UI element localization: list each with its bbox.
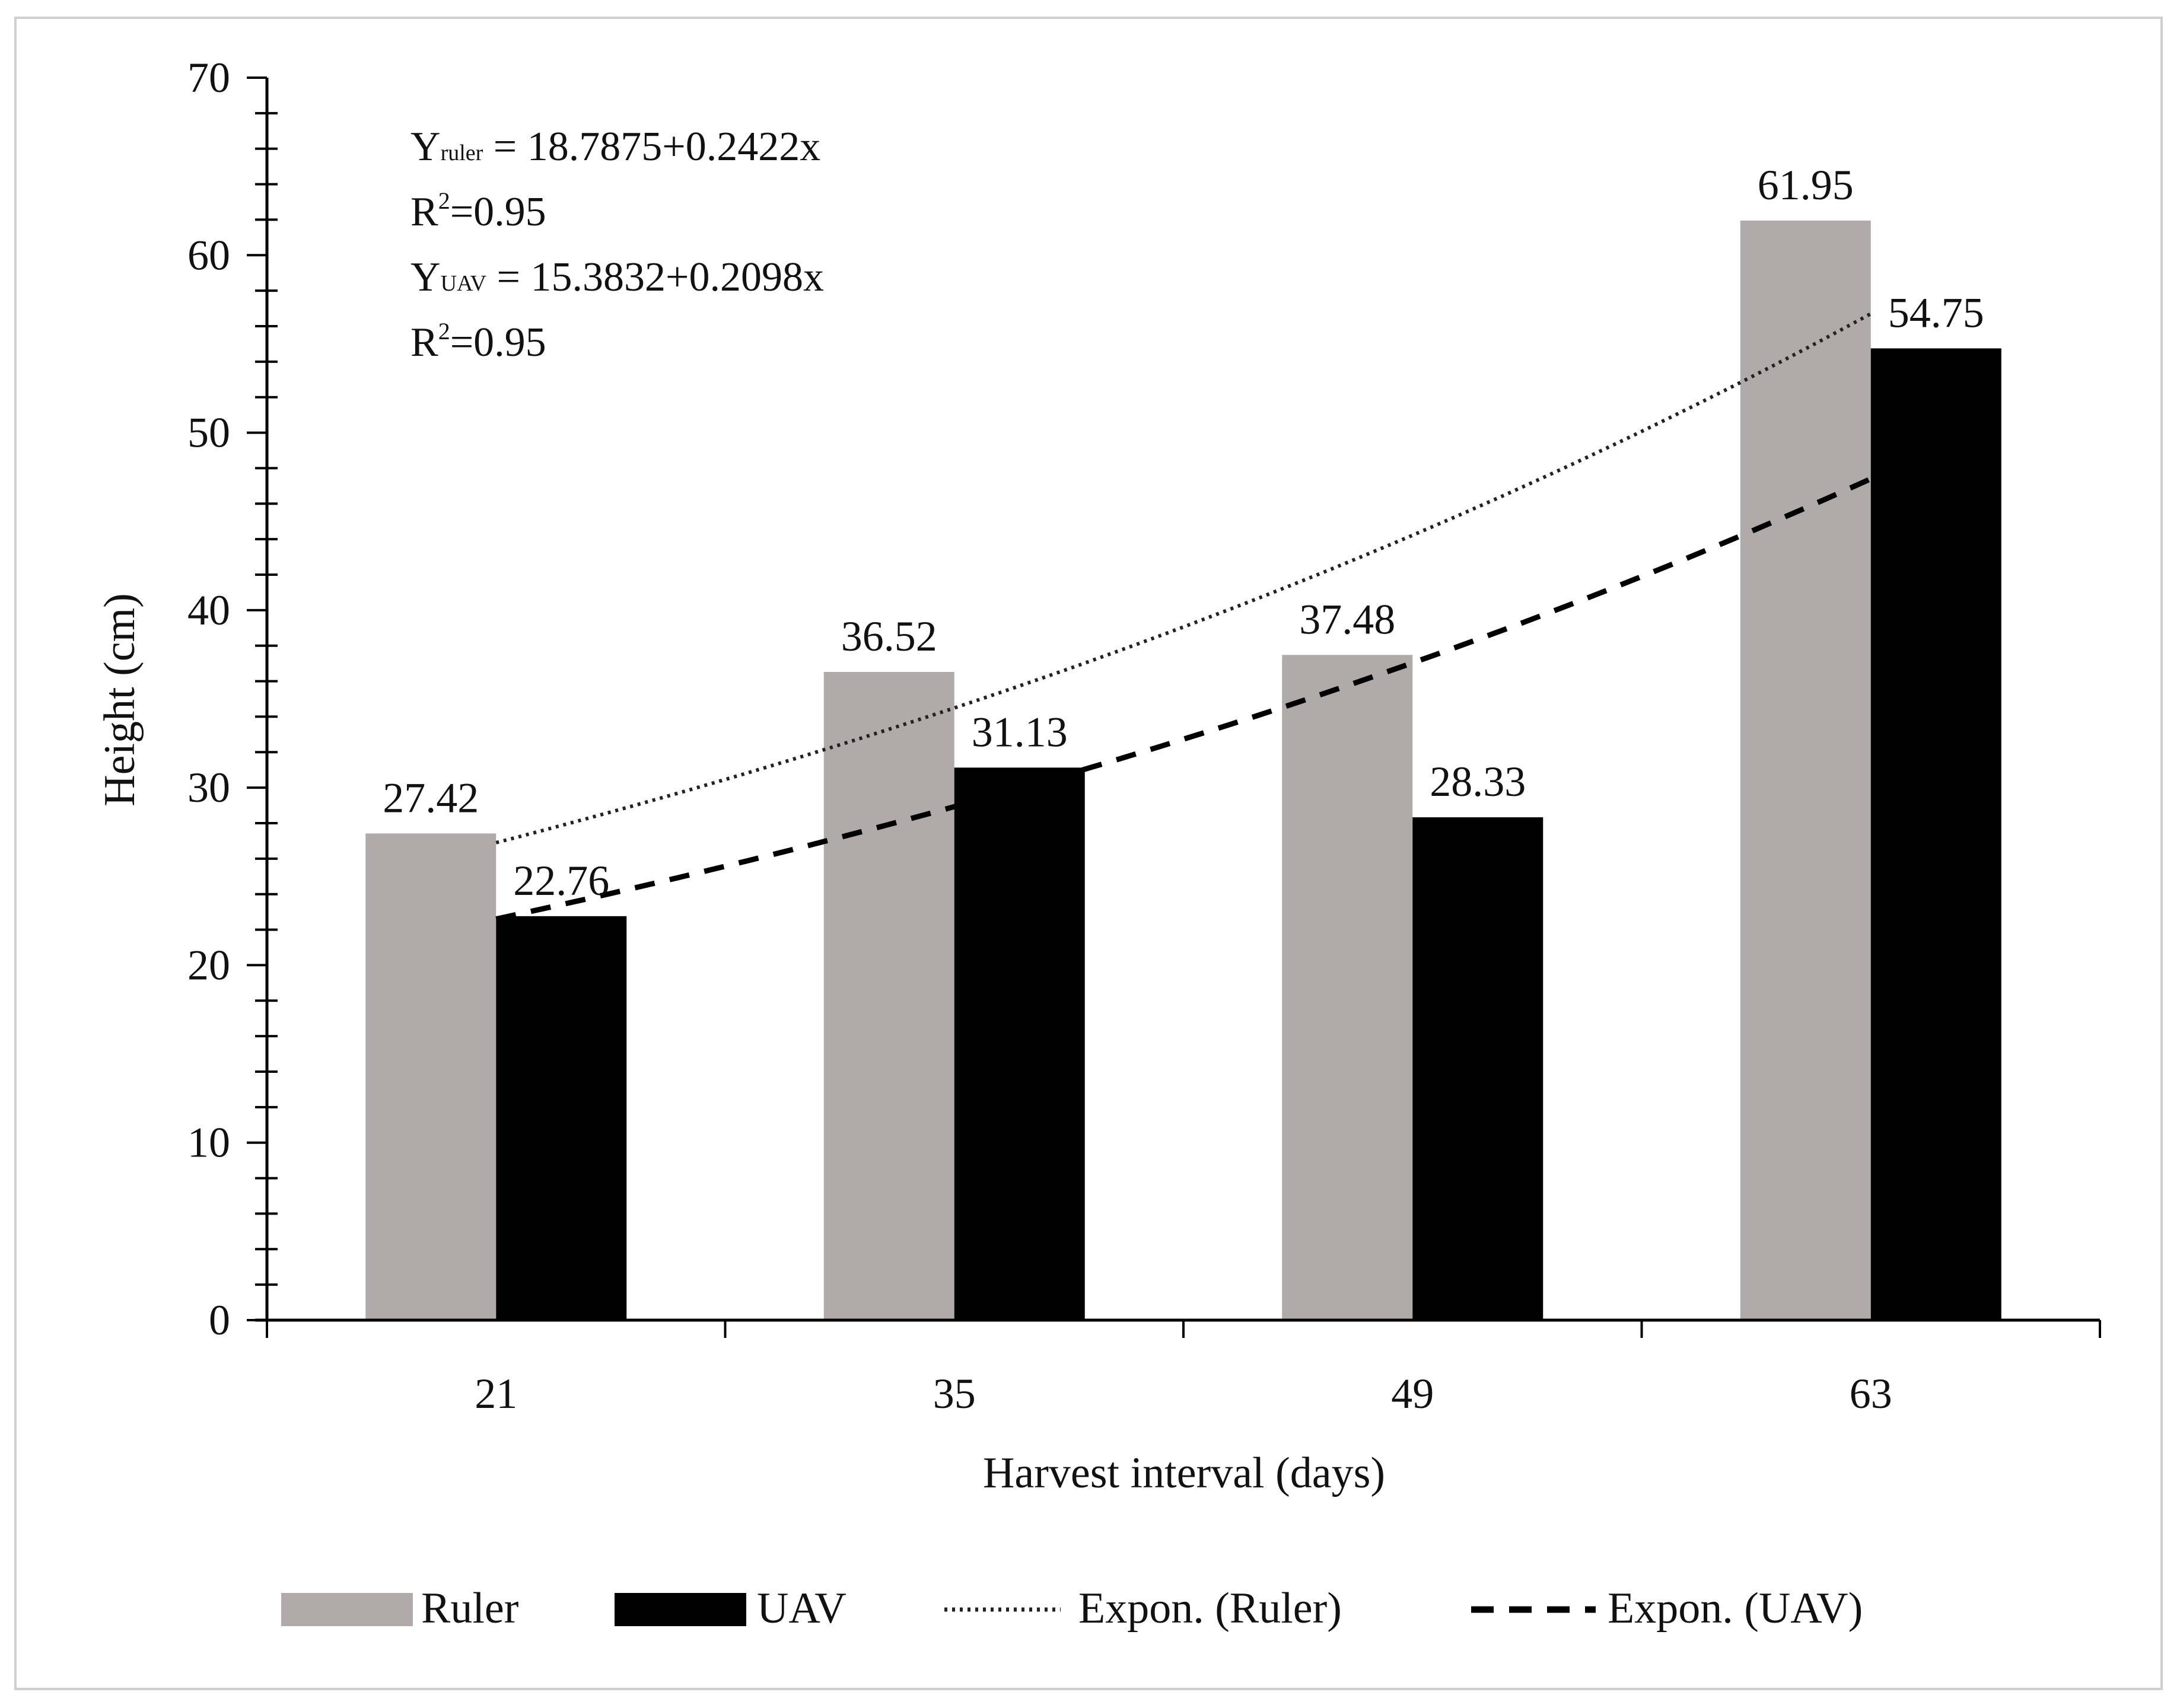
bar-ruler-63: [1740, 220, 1871, 1320]
data-label-ruler-35: 36.52: [841, 613, 937, 660]
x-tick-label: 63: [1850, 1370, 1892, 1417]
x-tick-label: 21: [475, 1370, 517, 1417]
y-tick-label: 70: [187, 54, 230, 101]
y-tick-label: 40: [187, 587, 230, 634]
y-tick-label: 0: [209, 1296, 230, 1344]
x-axis-label: Harvest interval (days): [983, 1449, 1385, 1497]
y-tick-label: 30: [187, 764, 230, 811]
bar-uav-63: [1870, 348, 2001, 1321]
legend: Ruler UAV Expon. (Ruler) Expon. (UAV): [281, 1584, 1863, 1633]
trendline-uav: [495, 476, 1872, 922]
r-squared-ruler: R2=0.95: [410, 187, 546, 235]
bar-ruler-35: [823, 672, 954, 1320]
regression-equations: Yruler = 18.7875+0.2422x R2=0.95 YUAV = …: [410, 124, 824, 365]
legend-label-expon-uav: Expon. (UAV): [1608, 1584, 1863, 1633]
bar-uav-49: [1412, 817, 1543, 1320]
x-tick-label: 35: [933, 1370, 976, 1417]
data-label-ruler-49: 37.48: [1299, 595, 1395, 643]
bar-uav-21: [496, 916, 627, 1320]
legend-label-expon-ruler: Expon. (Ruler): [1078, 1584, 1342, 1633]
equation-ruler: Yruler = 18.7875+0.2422x: [410, 124, 820, 170]
y-tick-label: 20: [187, 941, 230, 989]
bar-ruler-49: [1282, 655, 1413, 1320]
legend-label-uav: UAV: [757, 1584, 846, 1633]
trendline-ruler: [495, 312, 1872, 845]
y-tick-label: 10: [187, 1119, 230, 1167]
data-label-uav-21: 22.76: [513, 857, 609, 904]
legend-swatch-ruler: [281, 1593, 413, 1626]
legend-swatch-uav: [615, 1593, 746, 1626]
bar-ruler-21: [365, 833, 497, 1320]
x-tick-label: 49: [1391, 1370, 1434, 1417]
data-label-ruler-63: 61.95: [1758, 161, 1854, 209]
legend-label-ruler: Ruler: [421, 1584, 518, 1633]
y-tick-label: 50: [187, 409, 230, 457]
equation-uav: YUAV = 15.3832+0.2098x: [410, 254, 824, 300]
y-axis-label: Height (cm): [96, 593, 144, 807]
y-tick-label: 60: [187, 231, 230, 279]
data-label-uav-35: 31.13: [972, 708, 1068, 756]
data-label-ruler-21: 27.42: [383, 774, 479, 821]
bar-uav-35: [954, 767, 1085, 1320]
data-label-uav-49: 28.33: [1430, 758, 1526, 805]
r-squared-uav: R2=0.95: [410, 318, 546, 365]
data-label-uav-63: 54.75: [1888, 289, 1984, 336]
